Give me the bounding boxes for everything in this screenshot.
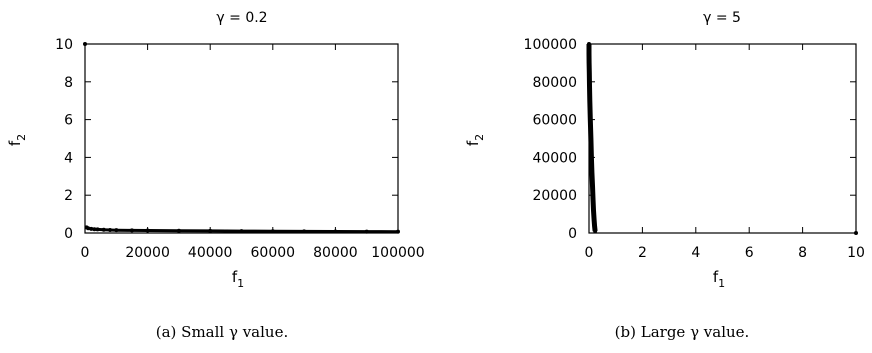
data-point <box>101 227 106 232</box>
x-tick-label: 60000 <box>251 245 296 261</box>
data-point <box>83 42 87 46</box>
series-trace <box>586 44 598 232</box>
chart-a-plot-frame <box>84 43 399 234</box>
chart-a-points <box>83 42 400 234</box>
x-tick-label: 2 <box>638 245 647 261</box>
x-tick-label: 80000 <box>313 245 358 261</box>
data-point <box>587 42 591 46</box>
y-tick-label: 80000 <box>532 75 577 91</box>
data-point <box>587 98 592 103</box>
data-point <box>591 196 596 201</box>
chart-b-y-ticks: 0 20000 40000 60000 80000 100000 <box>524 37 856 242</box>
x-tick-label: 10 <box>847 245 865 261</box>
x-tick-label: 0 <box>81 245 90 261</box>
data-point <box>592 224 597 229</box>
y-tick-label: 100000 <box>524 37 577 53</box>
data-point <box>208 228 213 233</box>
data-point <box>333 229 338 234</box>
data-point <box>593 229 598 234</box>
data-point <box>588 117 593 122</box>
x-tick-label: 8 <box>798 245 807 261</box>
chart-b-points <box>586 42 858 235</box>
data-point <box>95 227 100 232</box>
y-tick-label: 6 <box>64 113 73 129</box>
data-point <box>176 228 181 233</box>
data-point <box>86 226 91 231</box>
data-point <box>854 231 858 235</box>
x-tick-label: 4 <box>691 245 700 261</box>
data-point <box>89 226 94 231</box>
data-point <box>592 217 597 222</box>
y-tick-label: 8 <box>64 75 73 91</box>
y-tick-label: 20000 <box>532 188 577 204</box>
x-tick-label: 6 <box>745 245 754 261</box>
x-tick-label: 100000 <box>371 245 424 261</box>
y-tick-label: 10 <box>55 37 73 53</box>
data-point <box>114 228 119 233</box>
data-point <box>302 229 307 234</box>
data-point <box>587 70 592 75</box>
chart-b: γ = 5 0 20000 40000 60000 80000 100000 0 2 4 6 8 1… <box>464 10 865 341</box>
x-tick-label: 20000 <box>125 245 170 261</box>
data-point <box>270 229 275 234</box>
data-point <box>591 208 596 213</box>
y-tick-label: 2 <box>64 188 73 204</box>
y-tick-label: 60000 <box>532 113 577 129</box>
data-point <box>145 228 150 233</box>
data-point <box>587 83 592 88</box>
chart-b-x-ticks: 0 2 4 6 8 10 <box>585 44 865 261</box>
y-tick-label: 40000 <box>532 150 577 166</box>
chart-b-plot-frame <box>588 43 857 234</box>
data-point <box>588 136 593 141</box>
data-point <box>587 51 591 56</box>
chart-b-y-axis-label: f2 <box>464 134 486 146</box>
chart-b-title: γ = 5 <box>703 10 741 26</box>
chart-a-y-axis-label: f2 <box>6 134 28 146</box>
data-point <box>239 229 244 234</box>
chart-a: γ = 0.2 0 2 4 6 8 10 0 20000 40000 60000 80000 100… <box>6 10 425 341</box>
chart-a-caption: (a) Small γ value. <box>156 323 288 341</box>
chart-a-title: γ = 0.2 <box>216 10 267 26</box>
data-point <box>129 228 134 233</box>
chart-b-caption: (b) Large γ value. <box>615 323 750 341</box>
x-tick-label: 40000 <box>188 245 233 261</box>
data-point <box>589 170 594 175</box>
y-tick-label: 0 <box>64 226 73 242</box>
data-point <box>108 227 113 232</box>
data-point <box>589 155 594 160</box>
chart-a-y-ticks: 0 2 4 6 8 10 <box>55 37 398 242</box>
data-point <box>590 183 595 188</box>
chart-b-x-axis-label: f1 <box>713 268 725 290</box>
data-point <box>92 227 97 232</box>
data-point <box>364 229 369 234</box>
y-tick-label: 0 <box>568 226 577 242</box>
data-point <box>396 229 400 234</box>
chart-a-x-ticks: 0 20000 40000 60000 80000 100000 <box>81 44 425 261</box>
data-point <box>587 60 592 65</box>
y-tick-label: 4 <box>64 150 73 166</box>
chart-a-x-axis-label: f1 <box>232 268 244 290</box>
x-tick-label: 0 <box>585 245 594 261</box>
